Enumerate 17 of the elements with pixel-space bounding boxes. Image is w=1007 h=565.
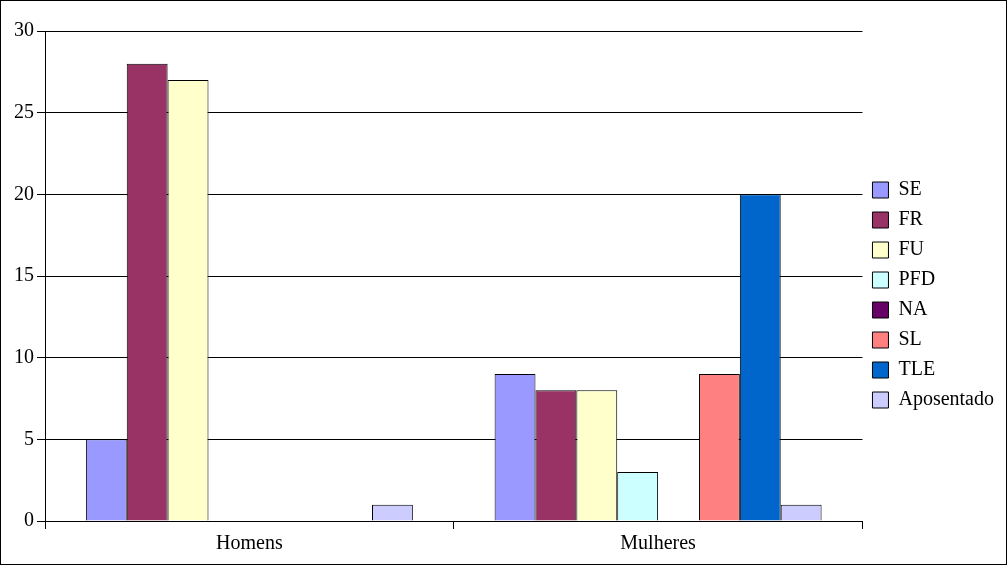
legend-label: Aposentado <box>898 387 995 411</box>
x-tick-label: Homens <box>216 531 283 554</box>
y-tick-label: 0 <box>24 508 34 531</box>
legend-label: PFD <box>898 267 936 290</box>
legend-label: NA <box>898 297 928 320</box>
legend-label: TLE <box>898 357 936 380</box>
legend-label: FR <box>898 207 924 230</box>
legend-label: SL <box>898 327 922 350</box>
y-tick-label: 30 <box>14 18 34 41</box>
legend-label: FU <box>898 237 925 260</box>
y-tick-label: 15 <box>14 263 34 286</box>
y-tick-label: 5 <box>24 426 34 449</box>
y-tick-label: 10 <box>14 344 34 367</box>
legend-label: SE <box>898 177 922 200</box>
y-tick-label: 20 <box>14 181 34 204</box>
x-tick-label: Mulheres <box>620 531 697 554</box>
y-tick-label: 25 <box>14 99 34 122</box>
